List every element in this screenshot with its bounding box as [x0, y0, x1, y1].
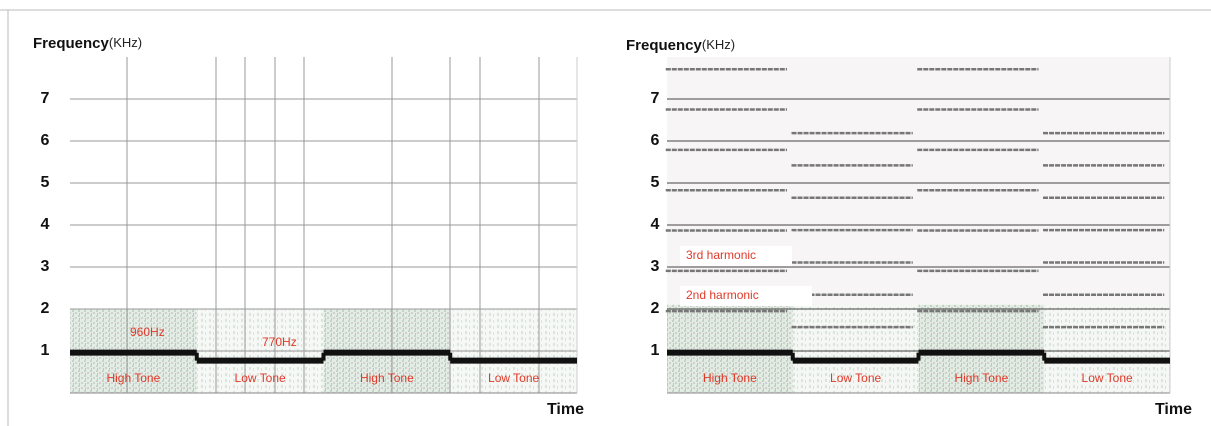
unit-text: (KHz) — [702, 37, 735, 52]
harmonic-tone — [917, 67, 1039, 71]
segment-label: Low Tone — [488, 371, 539, 385]
harmonic-tone — [791, 164, 913, 167]
noise — [1044, 304, 1170, 393]
harmonic-tone — [1043, 228, 1165, 232]
y-tick-label: 1 — [41, 342, 50, 359]
harmonic-tone — [665, 188, 787, 192]
harmonic-tone — [665, 148, 787, 152]
segment-label: Low Tone — [830, 371, 881, 385]
harmonic-tone — [791, 261, 913, 264]
harmonic-tone — [917, 148, 1039, 152]
noise — [667, 304, 793, 393]
harmonic-tone — [1043, 293, 1165, 297]
annotation: 960Hz — [130, 325, 165, 339]
annotation-bg — [680, 246, 792, 266]
harmonic-tone — [791, 131, 913, 135]
harmonic-tone — [1043, 131, 1165, 135]
harmonic-tone — [1043, 196, 1165, 200]
harmonic-tone — [917, 269, 1039, 273]
harmonic-tone — [917, 188, 1039, 192]
y-tick-label: 7 — [41, 90, 50, 107]
title-text: Frequency — [33, 35, 110, 52]
harmonic-tone — [1043, 261, 1165, 264]
y-tick-label: 7 — [651, 90, 660, 107]
y-tick-label: 1 — [651, 342, 660, 359]
segment-label: Low Tone — [235, 371, 286, 385]
noise — [792, 304, 919, 393]
harmonic-tone — [665, 108, 787, 111]
harmonic-tone — [1043, 164, 1165, 167]
y-tick-label: 3 — [41, 258, 50, 275]
harmonic-tone — [917, 309, 1039, 313]
noise — [918, 304, 1045, 393]
harmonic-tone — [665, 269, 787, 273]
segment-label: High Tone — [703, 371, 757, 385]
y-tick-label: 4 — [41, 216, 50, 233]
y-tick-label: 6 — [651, 132, 660, 149]
y-tick-label: 4 — [651, 216, 660, 233]
y-tick-label: 6 — [41, 132, 50, 149]
annotation: 2nd harmonic — [686, 288, 759, 302]
title-text: Frequency — [626, 37, 703, 54]
segment-label: Low Tone — [1082, 371, 1133, 385]
annotation: 770Hz — [262, 335, 297, 349]
harmonic-tone — [791, 325, 913, 329]
segment-label: High Tone — [954, 371, 1008, 385]
harmonic-tone — [917, 108, 1039, 111]
harmonic-tone — [665, 229, 787, 232]
x-axis-title: Time — [547, 401, 584, 418]
y-tick-label: 2 — [41, 300, 50, 317]
harmonic-tone — [791, 196, 913, 200]
y-tick-label: 3 — [651, 258, 660, 275]
y-tick-label: 2 — [651, 300, 660, 317]
y-axis-title: Frequency(KHz) — [626, 37, 735, 54]
harmonic-tone — [665, 309, 787, 313]
y-tick-label: 5 — [41, 174, 50, 191]
harmonic-tone — [665, 67, 787, 71]
x-axis-title: Time — [1155, 401, 1192, 418]
annotation: 3rd harmonic — [686, 248, 756, 262]
y-axis-title: Frequency(KHz) — [33, 35, 142, 52]
harmonic-tone — [1043, 325, 1165, 329]
unit-text: (KHz) — [109, 35, 142, 50]
harmonic-tone — [791, 228, 913, 232]
segment-label: High Tone — [106, 371, 160, 385]
y-tick-label: 5 — [651, 174, 660, 191]
harmonic-tone — [917, 229, 1039, 232]
annotation-bg — [680, 286, 812, 306]
segment-label: High Tone — [360, 371, 414, 385]
